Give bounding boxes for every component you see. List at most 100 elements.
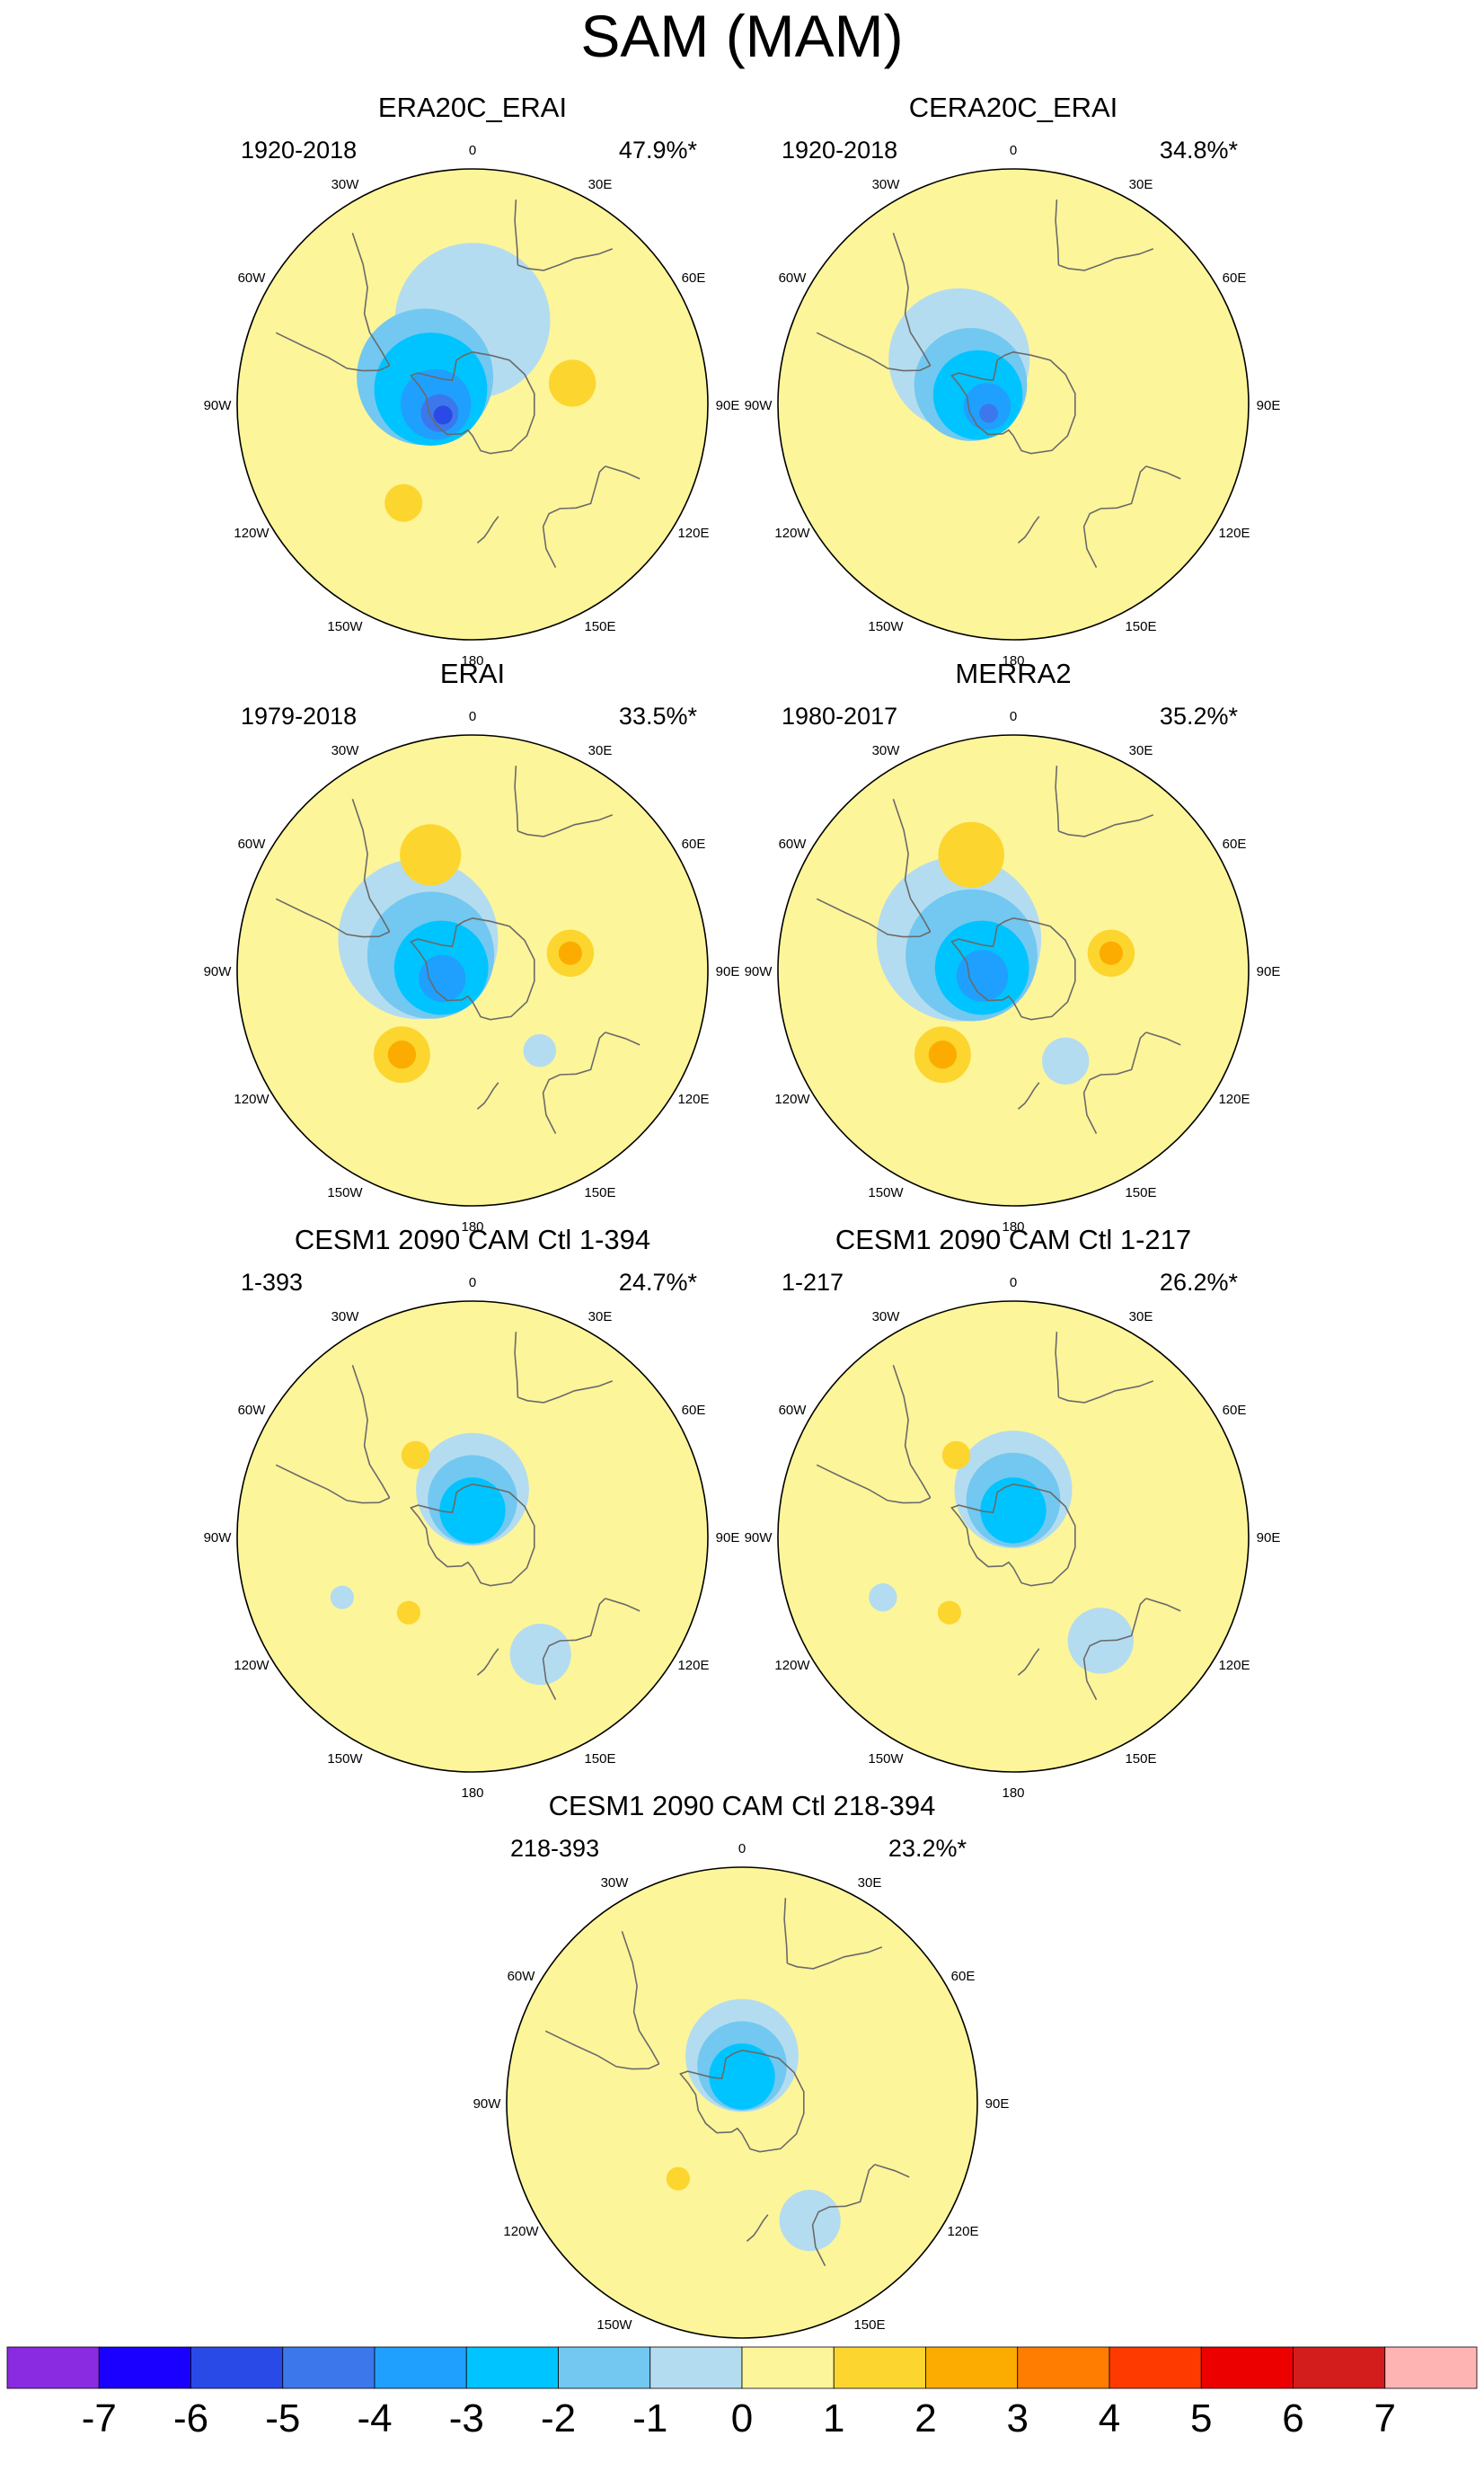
colorbar-swatch (1109, 2346, 1202, 2389)
anomaly-contour (941, 1440, 971, 1470)
lon-label: 120W (503, 2224, 539, 2239)
anomaly-contour (330, 1585, 354, 1609)
colorbar-label: -5 (265, 2396, 300, 2440)
lon-label: 90W (745, 1530, 773, 1546)
lon-label: 150W (596, 2317, 632, 2333)
coastline (787, 1946, 883, 1970)
panel-period: 1920-2018 (782, 137, 897, 164)
coastline (275, 332, 391, 372)
lon-label: 60W (779, 270, 808, 286)
anomaly-contour (1099, 941, 1123, 965)
lon-label: 60E (1223, 1403, 1247, 1418)
anomaly-contour (419, 954, 466, 1003)
lon-label: 60W (238, 270, 267, 286)
anomaly-contour (709, 2043, 775, 2110)
coastline (605, 465, 640, 480)
lon-label: 150W (868, 619, 904, 634)
map-border (506, 1866, 978, 2339)
coastline (476, 1648, 499, 1676)
coastline (514, 199, 519, 266)
panel-cera20c-erai: CERA20C_ERAI 1920-2018 34.8%* 0 30E 60E 90E 120… (745, 92, 1281, 669)
colorbar-swatch (558, 2346, 651, 2389)
lon-label: 0 (1010, 143, 1017, 158)
map-border (777, 168, 1250, 641)
panel-variance: 34.8%* (1160, 137, 1239, 164)
coastline-antarctica (950, 917, 1076, 1021)
lon-label: 150E (853, 2317, 885, 2333)
anomaly-contour (523, 1033, 557, 1067)
coastline (514, 1332, 519, 1398)
panel-title: MERRA2 (955, 658, 1071, 689)
coastline (1058, 248, 1154, 271)
lon-label: 150E (584, 619, 615, 634)
coastline (275, 1464, 391, 1504)
coastline (1058, 1380, 1154, 1404)
lon-label: 90E (1257, 1530, 1281, 1546)
coastline-antarctica (679, 2049, 805, 2153)
lon-label: 120W (774, 1658, 810, 1673)
lon-label: 60E (682, 1403, 706, 1418)
lon-label: 90W (473, 2096, 502, 2112)
lon-label: 0 (469, 143, 476, 158)
panel-title: CESM1 2090 CAM Ctl 1-394 (295, 1224, 650, 1255)
anomaly-contour (979, 403, 999, 423)
coastline-antarctica (410, 917, 535, 1021)
map-field (778, 735, 1249, 1206)
coastline (892, 1364, 932, 1499)
anomaly-contour (384, 483, 423, 522)
coastline (783, 1898, 789, 1964)
lon-label: 120W (234, 526, 269, 541)
colorbar-label: 4 (1099, 2396, 1120, 2440)
map-field (237, 169, 708, 640)
coastline (1058, 814, 1154, 837)
lon-label: 90E (716, 964, 740, 979)
colorbar-swatch (833, 2346, 926, 2389)
anomaly-contour (433, 405, 453, 425)
anomaly-contour (666, 2166, 691, 2191)
lon-label: 180 (461, 653, 483, 669)
colorbar-label: 0 (731, 2396, 753, 2440)
colorbar-swatch (465, 2346, 559, 2389)
lon-label: 30E (858, 1875, 882, 1891)
lon-label: 30W (601, 1875, 630, 1891)
colorbar-swatch (1200, 2346, 1294, 2389)
anomaly-contour (509, 1624, 571, 1686)
map-border (777, 734, 1250, 1207)
lon-label: 180 (461, 1219, 483, 1235)
lon-label: 60E (1223, 837, 1247, 852)
lon-label: 30E (588, 743, 613, 758)
colorbar-swatch (374, 2346, 467, 2389)
panel-erai: ERAI 1979-2018 33.5%* 0 30E 60E 90E 120E 150E 180… (204, 658, 740, 1235)
coastline-antarctica (950, 350, 1076, 455)
lon-label: 180 (1002, 653, 1024, 669)
panel-cesm1-1-217: CESM1 2090 CAM Ctl 1-217 1-217 26.2%* 0 30E 6… (745, 1224, 1281, 1801)
colorbar-swatch (1293, 2346, 1386, 2389)
colorbar-swatch (741, 2346, 835, 2389)
lon-label: 90E (1257, 398, 1281, 413)
lon-label: 90W (745, 964, 773, 979)
lon-label: 30E (588, 1309, 613, 1324)
lon-label: 30E (1129, 743, 1153, 758)
colorbar-label: -7 (82, 2396, 117, 2440)
panel-period: 1980-2017 (782, 703, 897, 730)
coastline (542, 1032, 606, 1134)
coastline (1017, 516, 1040, 544)
lon-label: 150W (327, 1185, 363, 1200)
colorbar-label: -1 (632, 2396, 667, 2440)
anomaly-contour (869, 1583, 897, 1612)
lon-label: 90E (1257, 964, 1281, 979)
anomaly-contour (980, 1477, 1047, 1544)
map-border (236, 1300, 709, 1773)
anomaly-contour (396, 1600, 420, 1625)
coastline (816, 332, 932, 372)
anomaly-contour (1042, 1037, 1090, 1085)
lon-label: 30W (872, 743, 901, 758)
coastline (275, 898, 391, 938)
coastline (351, 798, 391, 933)
colorbar-swatch (1384, 2346, 1478, 2389)
lon-label: 150W (327, 619, 363, 634)
lon-label: 150E (1125, 1185, 1156, 1200)
colorbar-label: 2 (914, 2396, 936, 2440)
lon-label: 180 (1002, 1785, 1024, 1801)
lon-label: 120E (677, 526, 709, 541)
